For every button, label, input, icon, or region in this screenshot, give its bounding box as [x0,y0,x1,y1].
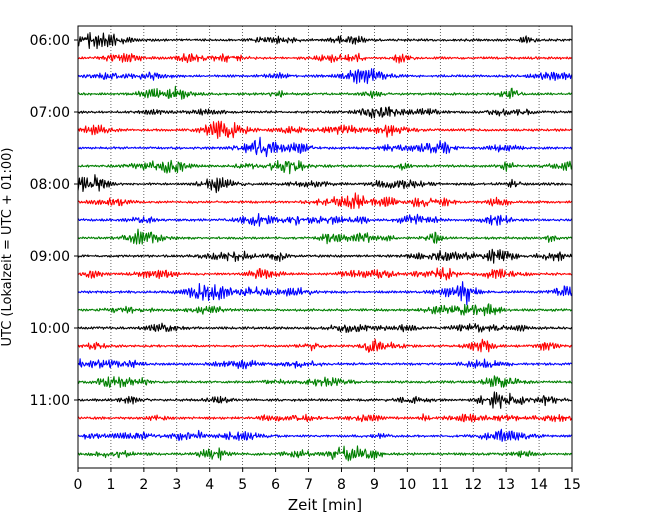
seismogram-trace-row-20 [77,391,573,409]
y-axis-ticks: 06:00 07:00 08:00 09:00 10:00 11:00 [30,33,78,409]
x-tick-label: 9 [370,477,379,493]
x-tick-label: 14 [530,477,548,493]
x-tick-label: 13 [497,477,515,493]
seismogram-trace-row-21 [77,413,573,423]
seismogram-trace-row-7 [77,159,573,175]
x-tick-label: 6 [271,477,280,493]
x-tick-label: 5 [238,477,247,493]
y-tick-label: 09:00 [30,249,70,265]
seismogram-trace-row-13 [77,267,573,281]
y-axis-label: UTC (Lokalzeit = UTC + 01:00) [0,148,15,347]
seismogram-trace-row-9 [77,192,573,210]
x-tick-label: 11 [431,477,449,493]
seismogram-trace-row-10 [77,213,573,227]
plot-frame [77,25,573,469]
seismogram-trace-row-18 [77,358,573,370]
x-tick-label: 4 [205,477,214,493]
seismogram-trace-row-19 [77,375,573,388]
seismogram-traces [77,31,573,462]
seismogram-trace-row-2 [77,68,573,85]
seismogram-trace-row-22 [77,428,573,442]
seismogram-trace-row-8 [77,174,573,194]
seismogram-trace-row-3 [77,85,573,100]
seismogram-trace-row-11 [77,228,573,245]
x-tick-label: 7 [304,477,313,493]
seismogram-trace-row-0 [77,31,573,50]
x-tick-label: 15 [563,477,581,493]
x-tick-label: 3 [172,477,181,493]
y-tick-label: 06:00 [30,33,70,49]
x-tick-label: 12 [464,477,482,493]
seismogram-trace-row-16 [77,322,573,334]
seismogram-trace-row-12 [77,248,573,264]
y-tick-label: 10:00 [30,321,70,337]
seismogram-trace-row-15 [77,303,573,317]
x-tick-label: 1 [106,477,115,493]
x-tick-label: 8 [337,477,346,493]
seismogram-trace-row-1 [77,52,573,64]
y-tick-label: 08:00 [30,177,70,193]
seismogram-trace-row-14 [77,281,573,306]
seismogram-trace-row-6 [77,136,573,158]
seismogram-trace-row-4 [77,106,573,119]
seismogram-trace-row-17 [77,338,573,353]
seismogram-trace-row-5 [77,120,573,139]
x-tick-label: 0 [74,477,83,493]
y-tick-label: 11:00 [30,393,70,409]
y-tick-label: 07:00 [30,105,70,121]
x-tick-label: 10 [398,477,416,493]
x-axis-ticks: 0 1 2 3 4 5 6 7 8 9 10 11 12 13 14 15 [74,468,581,493]
x-tick-label: 2 [139,477,148,493]
seismogram-trace-row-23 [77,445,573,462]
x-axis-label: Zeit [min] [288,496,362,514]
